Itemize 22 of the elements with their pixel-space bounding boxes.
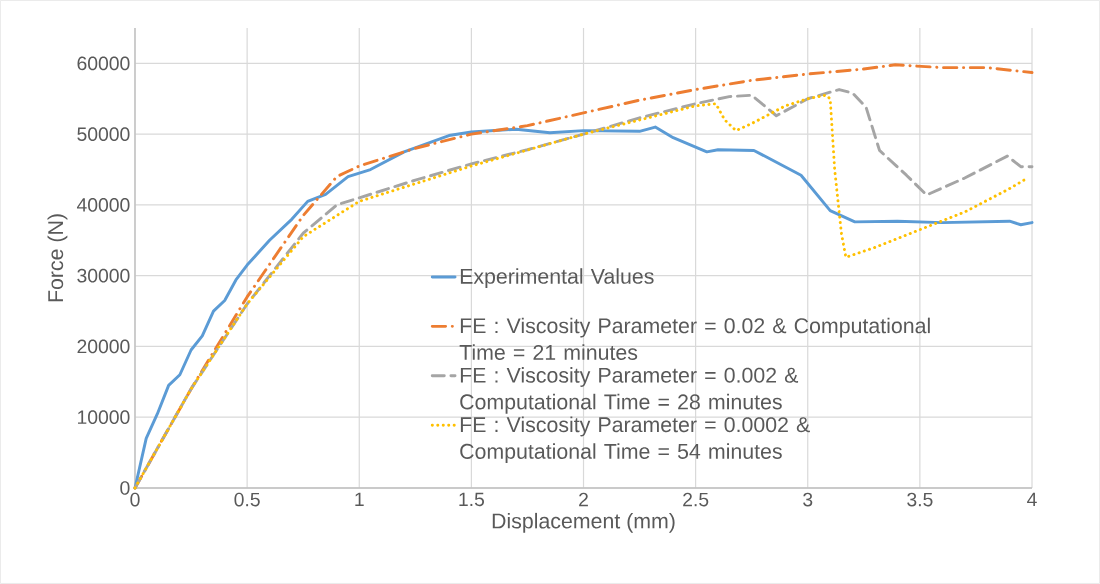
legend-label: Experimental Values [460,268,654,289]
x-tick-label: 1.5 [459,492,485,507]
x-tick-label: 3.5 [907,492,933,507]
x-tick-label: 1 [355,492,364,506]
y-axis-title: Force (N) [47,214,68,302]
x-tick-label: 0 [130,492,140,507]
y-tick-label: 50000 [77,127,130,141]
y-tick-label: 0 [120,481,130,495]
x-tick-label: 4 [1027,492,1037,506]
y-tick-label: 30000 [77,268,130,283]
y-tick-label: 40000 [76,198,130,212]
y-tick-label: 60000 [77,56,130,71]
x-tick-label: 0.5 [234,492,260,507]
y-tick-label: 10000 [78,410,130,425]
legend-label: FE : Viscosity Parameter = 0.002 & Computational Time = 28 minutes [460,367,799,414]
x-tick-label: 2 [579,492,588,507]
x-axis-title: Displacement (mm) [492,512,675,533]
x-tick-label: 3 [803,492,813,507]
y-tick-label: 20000 [77,339,130,354]
legend-label: FE : Viscosity Parameter = 0.0002 & Computational Time = 54 minutes [460,416,810,464]
x-tick-label: 2.5 [683,492,709,507]
legend-label: FE : Viscosity Parameter = 0.02 & Computational Time = 21 minutes [459,317,930,360]
